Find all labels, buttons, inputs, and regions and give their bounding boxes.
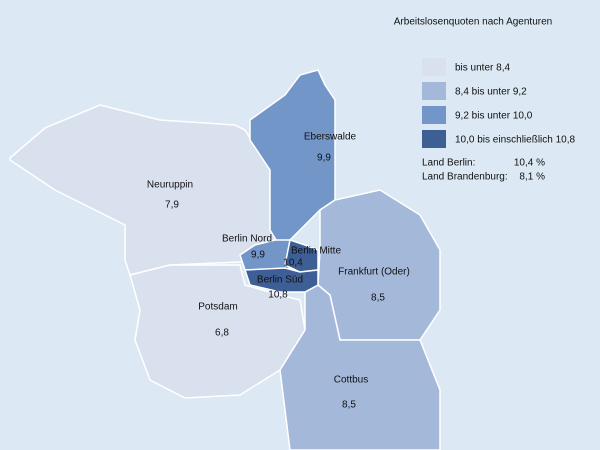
region-value: 7,9 (165, 200, 179, 211)
legend-label: 10,0 bis einschließlich 10,8 (455, 135, 576, 146)
region-name: Berlin Mitte (291, 246, 341, 257)
summary-label: Land Berlin: (422, 158, 475, 169)
region-name: Frankfurt (Oder) (338, 267, 410, 278)
legend-label: bis unter 8,4 (455, 63, 510, 74)
region-value: 8,5 (371, 293, 385, 304)
region-neuruppin (9, 104, 281, 276)
region-name: Berlin Nord (222, 234, 272, 245)
region-value: 10,4 (283, 258, 303, 269)
region-name: Berlin Süd (257, 275, 303, 286)
region-name: Eberswalde (304, 132, 357, 143)
region-value: 10,8 (268, 290, 288, 301)
region-value: 9,9 (317, 153, 331, 164)
summary-value: 10,4 % (514, 158, 545, 169)
region-name: Neuruppin (147, 180, 193, 191)
region-cottbus (279, 284, 441, 450)
region-value: 6,8 (215, 328, 229, 339)
legend-swatch (422, 82, 446, 100)
legend-label: 9,2 bis unter 10,0 (455, 111, 533, 122)
legend-title: Arbeitslosenquoten nach Agenturen (394, 17, 552, 28)
legend-swatch (422, 130, 446, 148)
summary-label: Land Brandenburg: (422, 172, 508, 183)
legend-label: 8,4 bis unter 9,2 (455, 87, 527, 98)
region-value: 9,9 (251, 250, 265, 261)
region-name: Potsdam (198, 302, 237, 313)
region-berlin-sued (243, 267, 319, 293)
legend-swatch (422, 58, 446, 76)
legend-swatch (422, 106, 446, 124)
region-name: Cottbus (334, 375, 368, 386)
region-value: 8,5 (342, 400, 356, 411)
summary-value: 8,1 % (519, 172, 545, 183)
region-frankfurt (317, 189, 441, 341)
